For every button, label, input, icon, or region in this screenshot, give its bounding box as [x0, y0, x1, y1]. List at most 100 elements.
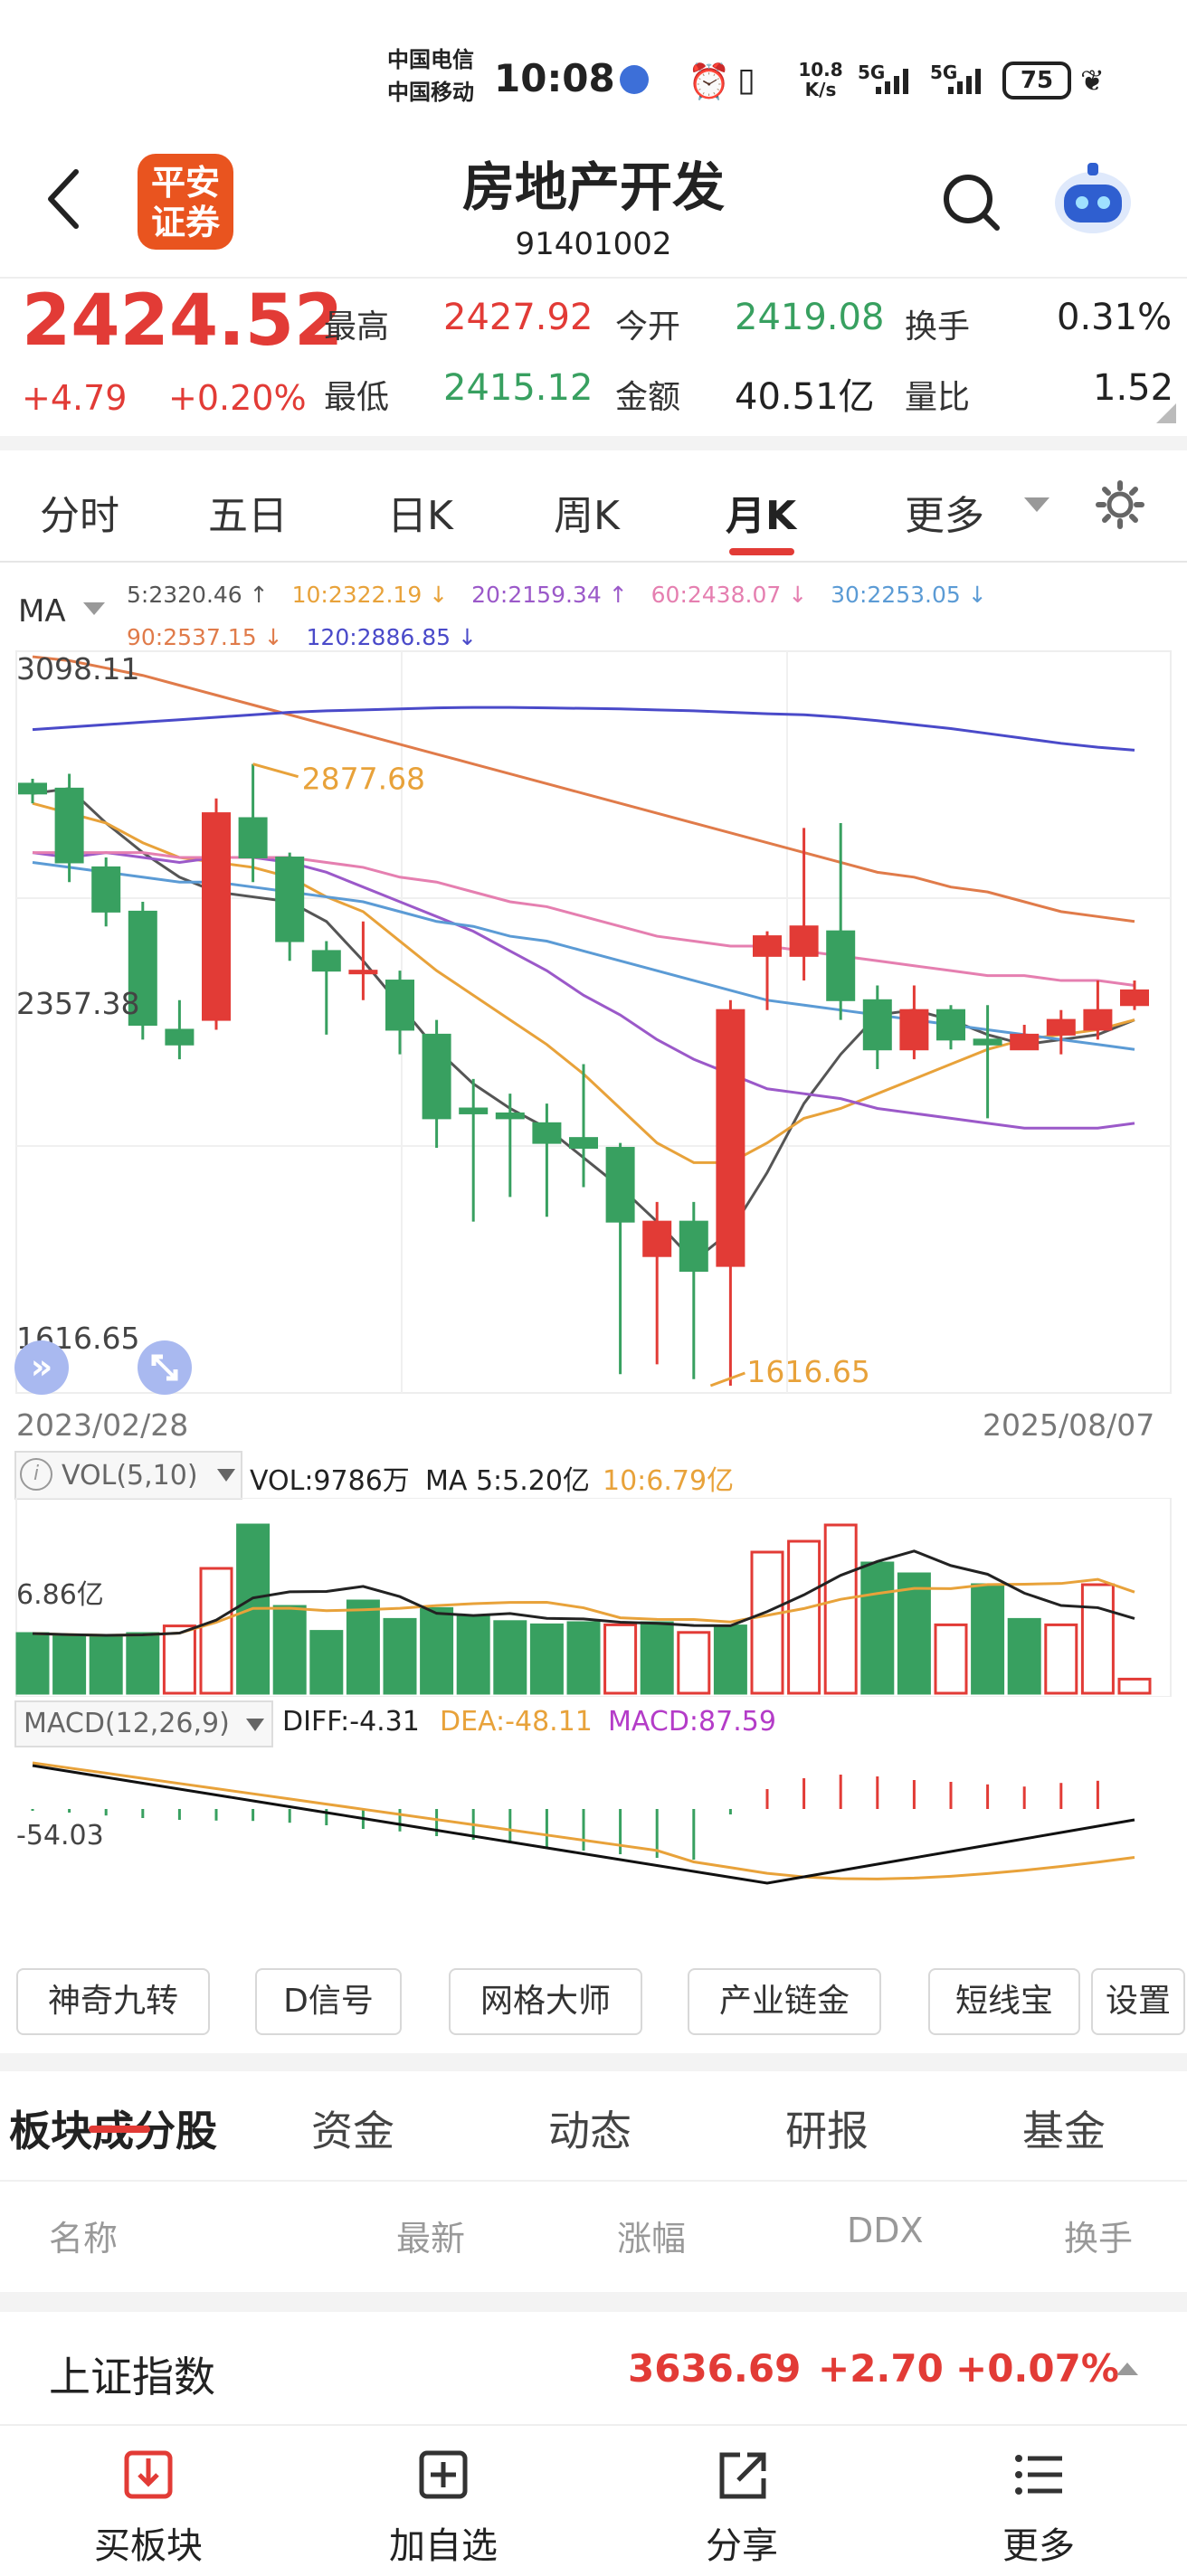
chevron-down-icon[interactable]	[1024, 497, 1049, 512]
max-annotation: 2877.68	[302, 762, 425, 797]
back-arrow-icon	[48, 169, 79, 229]
candle-body	[459, 1107, 489, 1114]
fast-forward-icon[interactable]: »	[14, 1340, 69, 1395]
x-axis-start-date: 2023/02/28	[16, 1407, 189, 1443]
volume-bar	[89, 1635, 123, 1695]
macd-dea-line	[32, 1761, 1135, 1880]
candle-body	[422, 1033, 451, 1120]
candle-body	[18, 782, 47, 795]
turnover-value: 0.31%	[1057, 297, 1173, 338]
low-value: 2415.12	[443, 367, 594, 409]
volume-bar	[15, 1632, 50, 1695]
price-change: +4.79	[22, 378, 128, 418]
fullscreen-button[interactable]	[138, 1340, 192, 1395]
candle-body	[569, 1137, 598, 1150]
tab-more[interactable]: 更多	[905, 493, 984, 539]
ma-selector[interactable]: MA	[18, 593, 66, 630]
vibrate-icon: ▯	[737, 62, 755, 99]
robot-assistant-icon	[1055, 163, 1131, 233]
col-ddx[interactable]: DDX	[847, 2211, 924, 2250]
candle-body	[716, 1009, 745, 1267]
share-label: 分享	[706, 2525, 778, 2567]
expand-corner-icon[interactable]	[1156, 403, 1176, 423]
section-tab-news[interactable]: 动态	[548, 2107, 631, 2155]
ma-legend-item: 30:2253.05 ↓	[831, 582, 987, 608]
candle-body	[826, 930, 856, 1001]
vol-ma5: MA 5:5.20亿	[425, 1465, 590, 1497]
candle-body	[348, 970, 378, 975]
y-axis-mid: 2357.38	[16, 986, 140, 1021]
macd-indicator-selector[interactable]: MACD(12,26,9)	[14, 1700, 273, 1747]
vol-indicator-selector[interactable]: i VOL(5,10)	[14, 1451, 242, 1500]
net-speed-value: 10.8	[798, 59, 843, 80]
volume-bar	[860, 1561, 895, 1695]
candlestick-chart[interactable]: 2877.68 1616.65	[0, 633, 1187, 1411]
volume-bar	[750, 1550, 784, 1695]
vol-ratio-value: 1.52	[1093, 367, 1174, 409]
col-turnover[interactable]: 换手	[1064, 2219, 1134, 2259]
tab-daily-k[interactable]: 日K	[387, 493, 453, 539]
chart-settings-button[interactable]	[1095, 479, 1145, 534]
net-speed-unit: K/s	[804, 79, 837, 100]
candle-body	[1120, 989, 1149, 1007]
add-watchlist-label: 加自选	[389, 2525, 498, 2567]
macd-chart	[31, 1761, 1135, 1885]
candle-body	[899, 1009, 929, 1051]
section-tab-research[interactable]: 研报	[785, 2107, 869, 2155]
ma-legend-item: 10:2322.19 ↓	[291, 582, 449, 608]
last-price: 2424.52	[22, 280, 344, 362]
download-box-icon	[124, 2450, 173, 2499]
tab-intraday[interactable]: 分时	[40, 493, 119, 539]
candle-body	[128, 910, 157, 1027]
macd-dropdown-icon	[246, 1719, 264, 1731]
candle-body	[862, 999, 892, 1051]
volume-bar	[162, 1624, 196, 1695]
signal-1-icon	[867, 63, 921, 103]
tool-settings[interactable]: 设置	[1091, 1968, 1185, 2035]
more-label: 更多	[1002, 2525, 1075, 2567]
tool-nine-turns[interactable]: 神奇九转	[16, 1968, 210, 2035]
vol-ma5-line	[32, 1549, 1135, 1637]
period-tabs: 分时 五日 日K 周K 月K 更多	[0, 450, 1187, 561]
candle-body	[1046, 1018, 1076, 1036]
section-tab-funds[interactable]: 资金	[311, 2107, 394, 2155]
vol-dropdown-icon	[217, 1469, 235, 1482]
plus-box-icon	[419, 2450, 468, 2499]
search-icon	[944, 175, 1000, 231]
volume-bar	[640, 1621, 674, 1695]
tab-monthly-k[interactable]: 月K	[726, 493, 797, 539]
ma-dropdown-icon[interactable]	[83, 602, 105, 615]
volume-bar	[897, 1572, 931, 1695]
candle-body	[789, 925, 819, 957]
col-latest[interactable]: 最新	[396, 2219, 466, 2259]
broker-logo: 平安 证券	[138, 154, 233, 250]
volume-chart	[15, 1498, 1172, 1697]
tool-d-signal[interactable]: D信号	[255, 1968, 402, 2035]
high-value: 2427.92	[443, 297, 594, 338]
tab-five-day[interactable]: 五日	[208, 493, 288, 539]
macd-diff-line	[32, 1764, 1135, 1885]
search-button[interactable]	[941, 172, 1004, 239]
min-annotation-leader	[709, 1371, 745, 1387]
tool-industry-chain[interactable]: 产业链金	[688, 1968, 881, 2035]
col-name[interactable]: 名称	[49, 2219, 119, 2259]
volume-bar	[677, 1631, 711, 1695]
volume-bar	[346, 1599, 380, 1695]
ma-legend-item: 5:2320.46 ↑	[127, 582, 269, 608]
back-button[interactable]	[42, 163, 87, 239]
candle-body	[532, 1122, 562, 1144]
volume-bar	[383, 1617, 417, 1695]
col-change-pct[interactable]: 涨幅	[617, 2219, 687, 2259]
high-label: 最高	[324, 308, 390, 346]
tool-grid-master[interactable]: 网格大师	[449, 1968, 642, 2035]
gear-icon	[1096, 480, 1144, 529]
volume-bar	[934, 1623, 968, 1695]
vol-axis-label: 6.86亿	[16, 1579, 104, 1611]
tool-short-line[interactable]: 短线宝	[928, 1968, 1080, 2035]
ma-legend-item: 60:2438.07 ↓	[650, 582, 808, 608]
section-tab-fund[interactable]: 基金	[1022, 2107, 1106, 2155]
index-ticker-row[interactable]: 上证指数 3636.69 +2.70 +0.07%	[0, 2312, 1187, 2424]
robot-assistant-button[interactable]	[1049, 159, 1136, 244]
volume-bar	[52, 1634, 87, 1695]
tab-weekly-k[interactable]: 周K	[554, 493, 620, 539]
